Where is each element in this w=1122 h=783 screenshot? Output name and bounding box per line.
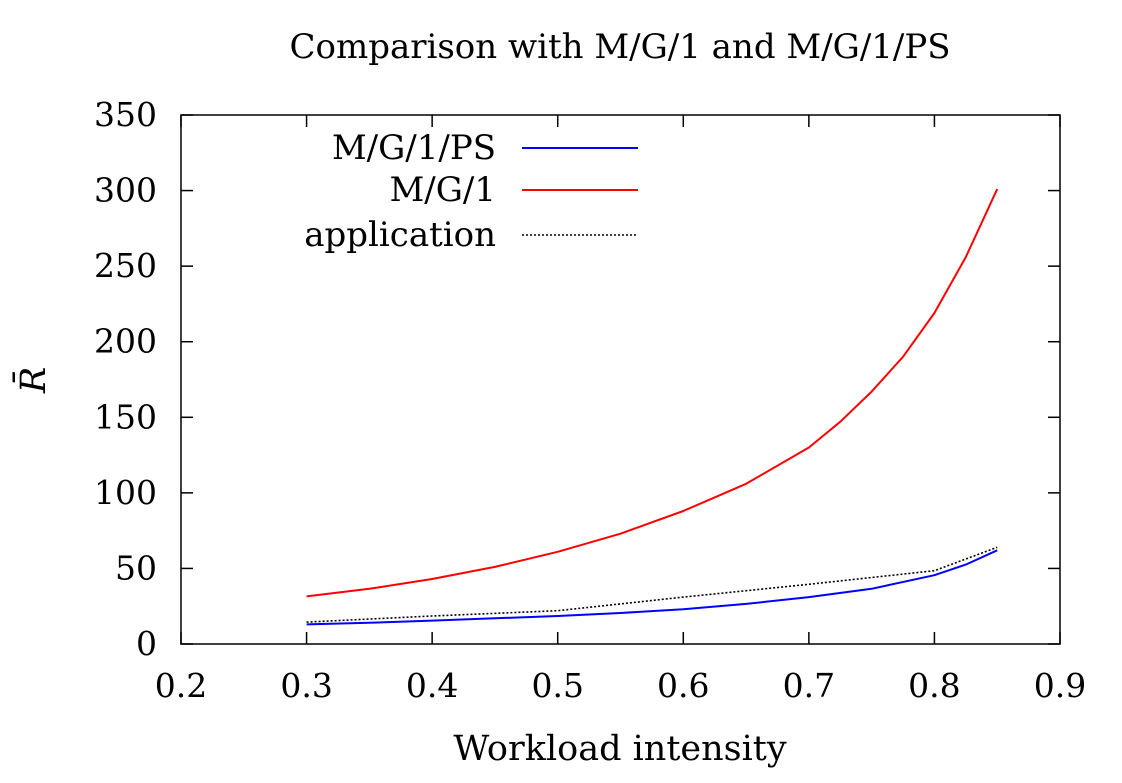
y-tick-label: 350 [94,95,157,134]
axis-ticks: 0.2 0.3 0.4 0.5 0.6 0.7 0.8 0.9 0 50 100 150 200 250 3… [94,95,1086,705]
series-line-m-g-1 [306,188,999,598]
x-tick-label: 0.3 [280,666,332,705]
x-tick-label: 0.2 [155,666,207,705]
y-tick-label: 200 [94,322,157,361]
series-layer [306,188,999,626]
legend-label: application [304,215,496,255]
y-tick-label: 250 [94,246,157,285]
y-axis-label: R̄ [12,367,54,394]
x-tick-label: 0.7 [783,666,835,705]
y-tick-label: 50 [115,548,157,587]
y-tick-label: 150 [94,397,157,436]
series-line-m-g-1-ps [306,549,998,626]
x-tick-label: 0.4 [406,666,458,705]
x-axis-label: Workload intensity [453,729,787,769]
x-tick-label: 0.9 [1034,666,1086,705]
legend: M/G/1/PSM/G/1 application [304,128,638,255]
legend-label: M/G/1/PS [332,128,496,168]
series-line-application [306,546,998,623]
y-tick-label: 0 [136,624,157,663]
chart-title: Comparison with M/G/1 and M/G/1/PS [289,27,950,67]
x-tick-label: 0.6 [657,666,709,705]
plot-frame [180,114,1061,645]
legend-label: M/G/1 [389,170,496,210]
x-tick-label: 0.5 [531,666,583,705]
y-tick-label: 300 [94,171,157,210]
y-tick-label: 100 [94,473,157,512]
x-tick-label: 0.8 [908,666,960,705]
